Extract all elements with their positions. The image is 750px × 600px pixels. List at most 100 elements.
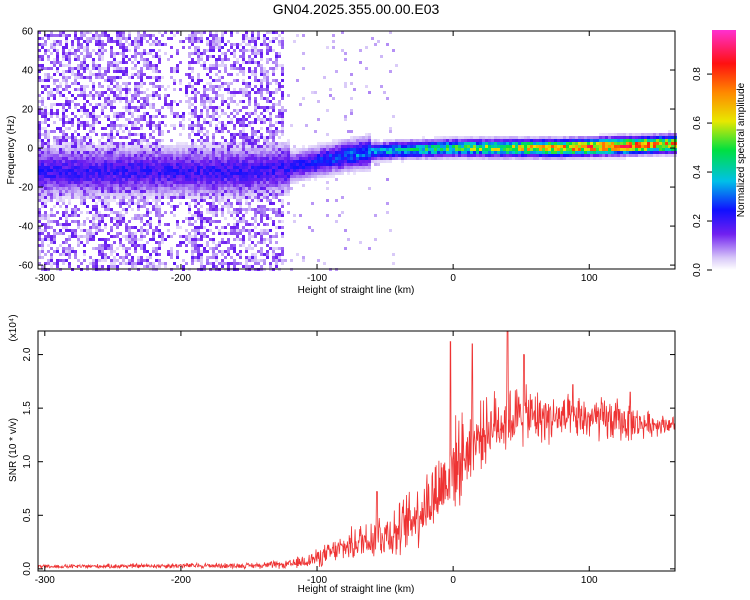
heatmap-cell xyxy=(275,61,278,64)
heatmap-cell xyxy=(197,253,200,256)
heatmap-cell xyxy=(170,190,173,193)
heatmap-cell xyxy=(245,148,248,151)
heatmap-cell xyxy=(242,55,245,58)
heatmap-cell xyxy=(128,196,131,199)
heatmap-cell xyxy=(77,40,80,43)
heatmap-cell xyxy=(380,55,383,58)
heatmap-cell xyxy=(86,40,89,43)
heatmap-cell xyxy=(53,229,56,232)
heatmap-cell xyxy=(56,70,59,73)
heatmap-cell xyxy=(248,232,251,235)
heatmap-cell xyxy=(269,247,272,250)
heatmap-cell xyxy=(179,175,182,178)
heatmap-cell xyxy=(395,139,398,142)
heatmap-cell xyxy=(320,142,323,145)
heatmap-cell xyxy=(113,121,116,124)
heatmap-cell xyxy=(83,112,86,115)
heatmap-cell xyxy=(185,217,188,220)
heatmap-cell xyxy=(59,169,62,172)
heatmap-cell xyxy=(341,169,344,172)
heatmap-cell xyxy=(89,31,92,34)
heatmap-cell xyxy=(50,220,53,223)
heatmap-cell xyxy=(77,118,80,121)
heatmap-cell xyxy=(230,64,233,67)
heatmap-cell xyxy=(254,244,257,247)
heatmap-cell xyxy=(311,172,314,175)
heatmap-cell xyxy=(248,157,251,160)
heatmap-cell xyxy=(314,175,317,178)
heatmap-cell xyxy=(212,211,215,214)
heatmap-cell xyxy=(272,256,275,259)
heatmap-cell xyxy=(56,262,59,265)
heatmap-cell xyxy=(302,169,305,172)
heatmap-cell xyxy=(371,142,374,145)
heatmap-cell xyxy=(362,142,365,145)
heatmap-cell xyxy=(176,115,179,118)
heatmap-cell xyxy=(50,166,53,169)
heatmap-cell xyxy=(200,154,203,157)
heatmap-cell xyxy=(53,235,56,238)
heatmap-cell xyxy=(176,67,179,70)
heatmap-cell xyxy=(134,235,137,238)
heatmap-cell xyxy=(359,160,362,163)
heatmap-cell xyxy=(239,211,242,214)
heatmap-cell xyxy=(266,70,269,73)
heatmap-cell xyxy=(83,127,86,130)
heatmap-cell xyxy=(164,151,167,154)
heatmap-cell xyxy=(71,211,74,214)
heatmap-cell xyxy=(140,82,143,85)
heatmap-cell xyxy=(194,256,197,259)
heatmap-cell xyxy=(80,34,83,37)
heatmap-cell xyxy=(128,49,131,52)
heatmap-cell xyxy=(215,130,218,133)
heatmap-cell xyxy=(128,241,131,244)
heatmap-cell xyxy=(62,181,65,184)
heatmap-cell xyxy=(206,49,209,52)
heatmap-cell xyxy=(83,250,86,253)
heatmap-cell xyxy=(41,202,44,205)
heatmap-cell xyxy=(203,97,206,100)
heatmap-cell xyxy=(191,244,194,247)
heatmap-cell xyxy=(242,52,245,55)
heatmap-cell xyxy=(251,49,254,52)
heatmap-cell xyxy=(230,118,233,121)
heatmap-cell xyxy=(95,178,98,181)
heatmap-cell xyxy=(215,91,218,94)
heatmap-cell xyxy=(278,181,281,184)
heatmap-cell xyxy=(83,223,86,226)
heatmap-cell xyxy=(176,157,179,160)
heatmap-cell xyxy=(167,196,170,199)
heatmap-cell xyxy=(89,52,92,55)
heatmap-cell xyxy=(107,244,110,247)
heatmap-cell xyxy=(269,133,272,136)
heatmap-cell xyxy=(170,160,173,163)
heatmap-cell xyxy=(335,220,338,223)
heatmap-cell xyxy=(191,175,194,178)
heatmap-cell xyxy=(65,70,68,73)
heatmap-cell xyxy=(266,88,269,91)
heatmap-cell xyxy=(215,172,218,175)
heatmap-cell xyxy=(227,58,230,61)
heatmap-cell xyxy=(62,88,65,91)
heatmap-cell xyxy=(176,70,179,73)
heatmap-cell xyxy=(110,181,113,184)
heatmap-cell xyxy=(68,163,71,166)
heatmap-cell xyxy=(266,46,269,49)
heatmap-cell xyxy=(92,265,95,268)
heatmap-cell xyxy=(203,64,206,67)
heatmap-cell xyxy=(212,115,215,118)
heatmap-cell xyxy=(62,142,65,145)
heatmap-cell xyxy=(254,79,257,82)
heatmap-cell xyxy=(251,70,254,73)
heatmap-cell xyxy=(128,181,131,184)
heatmap-cell xyxy=(107,178,110,181)
heatmap-cell xyxy=(56,187,59,190)
heatmap-cell xyxy=(260,121,263,124)
heatmap-cell xyxy=(230,187,233,190)
heatmap-cell xyxy=(134,202,137,205)
heatmap-cell xyxy=(47,73,50,76)
heatmap-cell xyxy=(122,130,125,133)
heatmap-cell xyxy=(440,154,443,157)
heatmap-cell xyxy=(155,40,158,43)
heatmap-cell xyxy=(77,190,80,193)
